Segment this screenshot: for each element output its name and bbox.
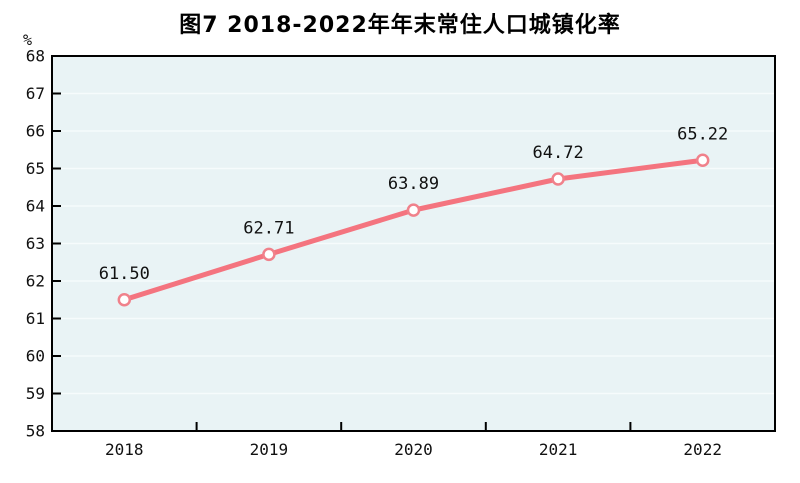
data-label: 64.72 <box>533 143 584 163</box>
x-tick-label: 2018 <box>105 440 144 459</box>
x-tick-label: 2022 <box>683 440 722 459</box>
data-label: 61.50 <box>99 264 150 284</box>
data-point-marker <box>551 172 565 186</box>
y-tick-label: 59 <box>26 384 45 403</box>
data-point-marker <box>117 293 132 307</box>
x-tick-label: 2019 <box>250 440 289 459</box>
chart-title: 图7 2018-2022年年末常住人口城镇化率 <box>179 13 621 38</box>
y-tick-label: 61 <box>26 309 45 328</box>
y-axis-unit-label: % <box>23 31 33 49</box>
data-point-marker <box>695 153 710 167</box>
data-label: 63.89 <box>388 174 439 194</box>
data-point-marker <box>262 247 276 262</box>
x-tick-label: 2021 <box>539 440 578 459</box>
y-tick-label: 65 <box>26 159 45 178</box>
data-label: 62.71 <box>243 218 294 238</box>
y-tick-label: 64 <box>26 197 45 216</box>
y-tick-label: 63 <box>26 234 45 253</box>
y-tick-label: 68 <box>26 47 45 66</box>
data-label: 65.22 <box>677 124 728 144</box>
x-tick-label: 2020 <box>394 440 433 459</box>
y-tick-label: 58 <box>26 422 45 441</box>
y-tick-label: 62 <box>26 272 45 291</box>
y-tick-label: 66 <box>26 122 45 141</box>
data-point-marker <box>406 203 421 217</box>
y-tick-label: 67 <box>26 84 45 103</box>
y-tick-label: 60 <box>26 347 45 366</box>
